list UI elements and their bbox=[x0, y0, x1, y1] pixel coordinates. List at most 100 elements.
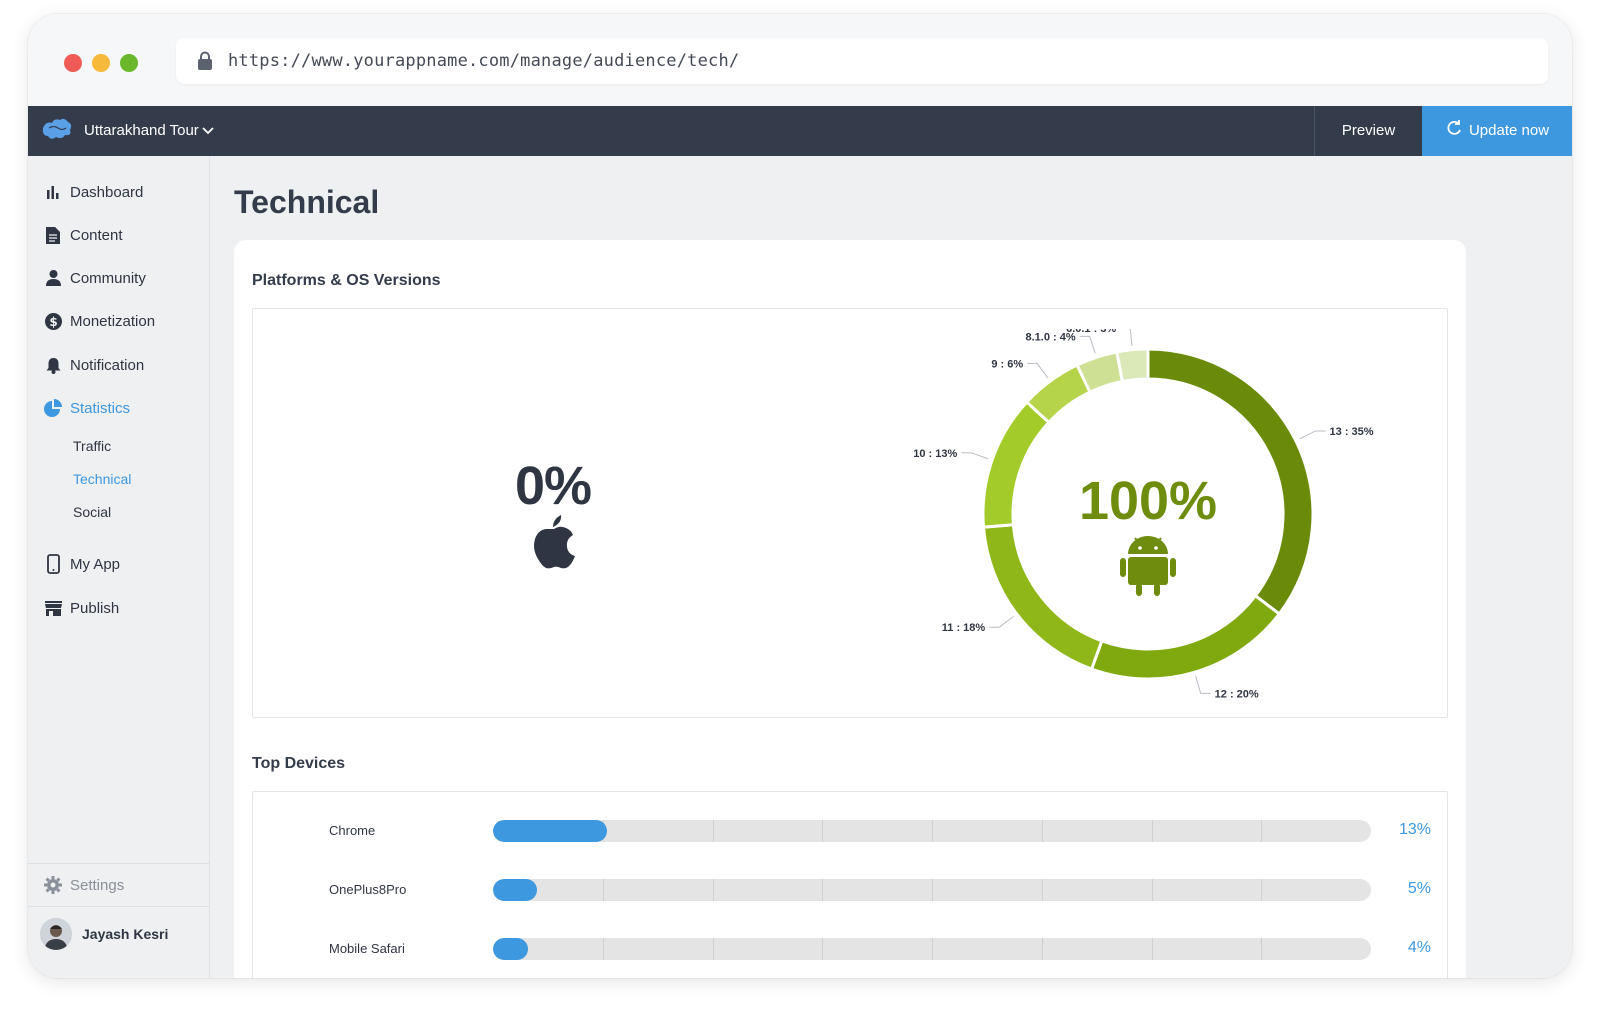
donut-slice bbox=[981, 523, 1104, 671]
donut-slice-label: 6.0.1 : 3% bbox=[1066, 329, 1116, 335]
address-url: https://www.yourappname.com/manage/audie… bbox=[228, 51, 740, 71]
donut-slice bbox=[981, 399, 1051, 529]
bar-grid-line bbox=[1151, 938, 1153, 960]
android-icon bbox=[1120, 536, 1176, 596]
bar-grid-line bbox=[822, 938, 824, 960]
address-bar[interactable]: https://www.yourappname.com/manage/audie… bbox=[176, 38, 1548, 84]
bar-grid-line bbox=[1261, 879, 1263, 901]
sidebar-item-publish[interactable]: Publish bbox=[44, 596, 119, 620]
close-window-button[interactable] bbox=[64, 54, 82, 72]
phone-icon bbox=[44, 554, 62, 574]
update-now-label: Update now bbox=[1468, 122, 1550, 139]
page-title: Technical bbox=[234, 184, 380, 220]
sidebar-subitem-social[interactable]: Social bbox=[73, 504, 112, 520]
sidebar-item-my-app[interactable]: My App bbox=[44, 552, 120, 576]
bar-grid-line bbox=[712, 938, 714, 960]
sidebar-subitem-traffic[interactable]: Traffic bbox=[73, 438, 112, 454]
sidebar-item-community[interactable]: Community bbox=[44, 266, 146, 290]
app-header: Uttarakhand Tour Preview Update now bbox=[28, 106, 1572, 156]
android-percentage: 100% bbox=[1079, 471, 1217, 531]
bar-grid-line bbox=[712, 879, 714, 901]
donut-slice-label: 8.1.0 : 4% bbox=[1026, 331, 1076, 343]
platforms-section-title: Platforms & OS Versions bbox=[252, 272, 441, 289]
donut-slice-label: 11 : 18% bbox=[942, 622, 986, 634]
sidebar: Dashboard Content Community $ Monetizati… bbox=[28, 156, 210, 978]
device-row: OnePlus8Pro 5% bbox=[253, 879, 1447, 903]
bar-grid-line bbox=[932, 820, 933, 842]
device-name: Chrome bbox=[329, 823, 376, 838]
dollar-icon: $ bbox=[44, 312, 62, 330]
bar-grid-line bbox=[1261, 938, 1263, 960]
store-icon bbox=[44, 599, 62, 617]
sidebar-item-label: Dashboard bbox=[70, 183, 144, 201]
maximize-window-button[interactable] bbox=[120, 54, 138, 72]
gear-icon bbox=[44, 876, 62, 894]
document-icon bbox=[44, 226, 62, 244]
bar-grid-line bbox=[1261, 820, 1263, 842]
bar-grid-line bbox=[1041, 938, 1043, 960]
device-row: Mobile Safari 4% bbox=[253, 938, 1447, 962]
bar-grid-line bbox=[602, 879, 604, 901]
browser-chrome: https://www.yourappname.com/manage/audie… bbox=[28, 14, 1572, 106]
update-now-button[interactable]: Update now bbox=[1422, 106, 1572, 156]
donut-slice-label: 13 : 35% bbox=[1330, 426, 1374, 438]
donut-slice-label: 10 : 13% bbox=[913, 448, 957, 460]
bar-grid-line bbox=[712, 820, 714, 842]
sidebar-item-label: Monetization bbox=[70, 312, 156, 330]
top-devices-section-title: Top Devices bbox=[252, 755, 346, 772]
device-row: Chrome 13% bbox=[253, 820, 1447, 844]
donut-slice-label: 12 : 20% bbox=[1215, 688, 1259, 700]
device-bar-fill bbox=[493, 820, 608, 842]
donut-leader-line bbox=[1195, 676, 1211, 694]
donut-slice bbox=[1115, 347, 1150, 384]
bar-grid-line bbox=[932, 879, 933, 901]
device-name: Mobile Safari bbox=[329, 941, 405, 956]
ios-percentage: 0% bbox=[515, 456, 592, 516]
minimize-window-button[interactable] bbox=[92, 54, 110, 72]
app-logo-icon bbox=[42, 118, 72, 139]
bar-chart-icon bbox=[44, 183, 62, 201]
sidebar-item-statistics[interactable]: Statistics bbox=[44, 396, 130, 420]
bar-grid-line bbox=[1041, 879, 1043, 901]
avatar bbox=[40, 918, 72, 950]
user-name: Jayash Kesri bbox=[82, 926, 169, 942]
main-content: Technical Platforms & OS Versions 0% 13 … bbox=[210, 156, 1572, 978]
device-percentage: 4% bbox=[1407, 939, 1431, 956]
donut-leader-line bbox=[1299, 430, 1326, 440]
sidebar-item-notification[interactable]: Notification bbox=[44, 353, 144, 377]
apple-icon bbox=[534, 515, 575, 569]
sidebar-item-label: My App bbox=[70, 555, 121, 573]
sidebar-item-dashboard[interactable]: Dashboard bbox=[44, 180, 143, 204]
bar-grid-line bbox=[1151, 820, 1153, 842]
donut-leader-line bbox=[961, 452, 989, 460]
user-icon bbox=[44, 269, 62, 287]
app-name[interactable]: Uttarakhand Tour bbox=[84, 122, 199, 139]
sidebar-item-monetization[interactable]: $ Monetization bbox=[44, 309, 155, 333]
platforms-panel: 0% 13 : 35% 12 : 20% 11 : 18% 10 : 13% 9 : 6… bbox=[252, 308, 1448, 718]
lock-icon bbox=[198, 51, 212, 70]
pie-chart-icon bbox=[44, 399, 62, 417]
device-percentage: 5% bbox=[1407, 880, 1431, 897]
bar-grid-line bbox=[602, 938, 604, 960]
donut-slice bbox=[1089, 593, 1282, 681]
bell-icon bbox=[44, 356, 62, 374]
sidebar-divider bbox=[28, 863, 210, 864]
browser-window: https://www.yourappname.com/manage/audie… bbox=[28, 14, 1572, 978]
settings-label: Settings bbox=[70, 876, 125, 894]
bar-grid-line bbox=[822, 879, 824, 901]
sidebar-item-content[interactable]: Content bbox=[44, 223, 123, 247]
sidebar-item-label: Content bbox=[70, 226, 123, 244]
device-percentage: 13% bbox=[1398, 821, 1431, 838]
sidebar-divider bbox=[28, 906, 210, 907]
chevron-down-icon[interactable] bbox=[202, 124, 214, 139]
sidebar-subitem-technical[interactable]: Technical bbox=[73, 471, 132, 487]
device-name: OnePlus8Pro bbox=[329, 882, 407, 897]
sidebar-item-label: Notification bbox=[70, 356, 145, 374]
device-bar-fill bbox=[493, 938, 529, 960]
android-os-donut-chart: 13 : 35% 12 : 20% 11 : 18% 10 : 13% 9 : 6% 8.… bbox=[913, 329, 1374, 700]
preview-button[interactable]: Preview bbox=[1314, 106, 1422, 156]
sidebar-item-label: Community bbox=[70, 269, 146, 287]
sidebar-item-settings[interactable]: Settings bbox=[44, 876, 124, 894]
user-profile[interactable]: Jayash Kesri bbox=[40, 918, 168, 950]
bar-grid-line bbox=[1041, 820, 1043, 842]
